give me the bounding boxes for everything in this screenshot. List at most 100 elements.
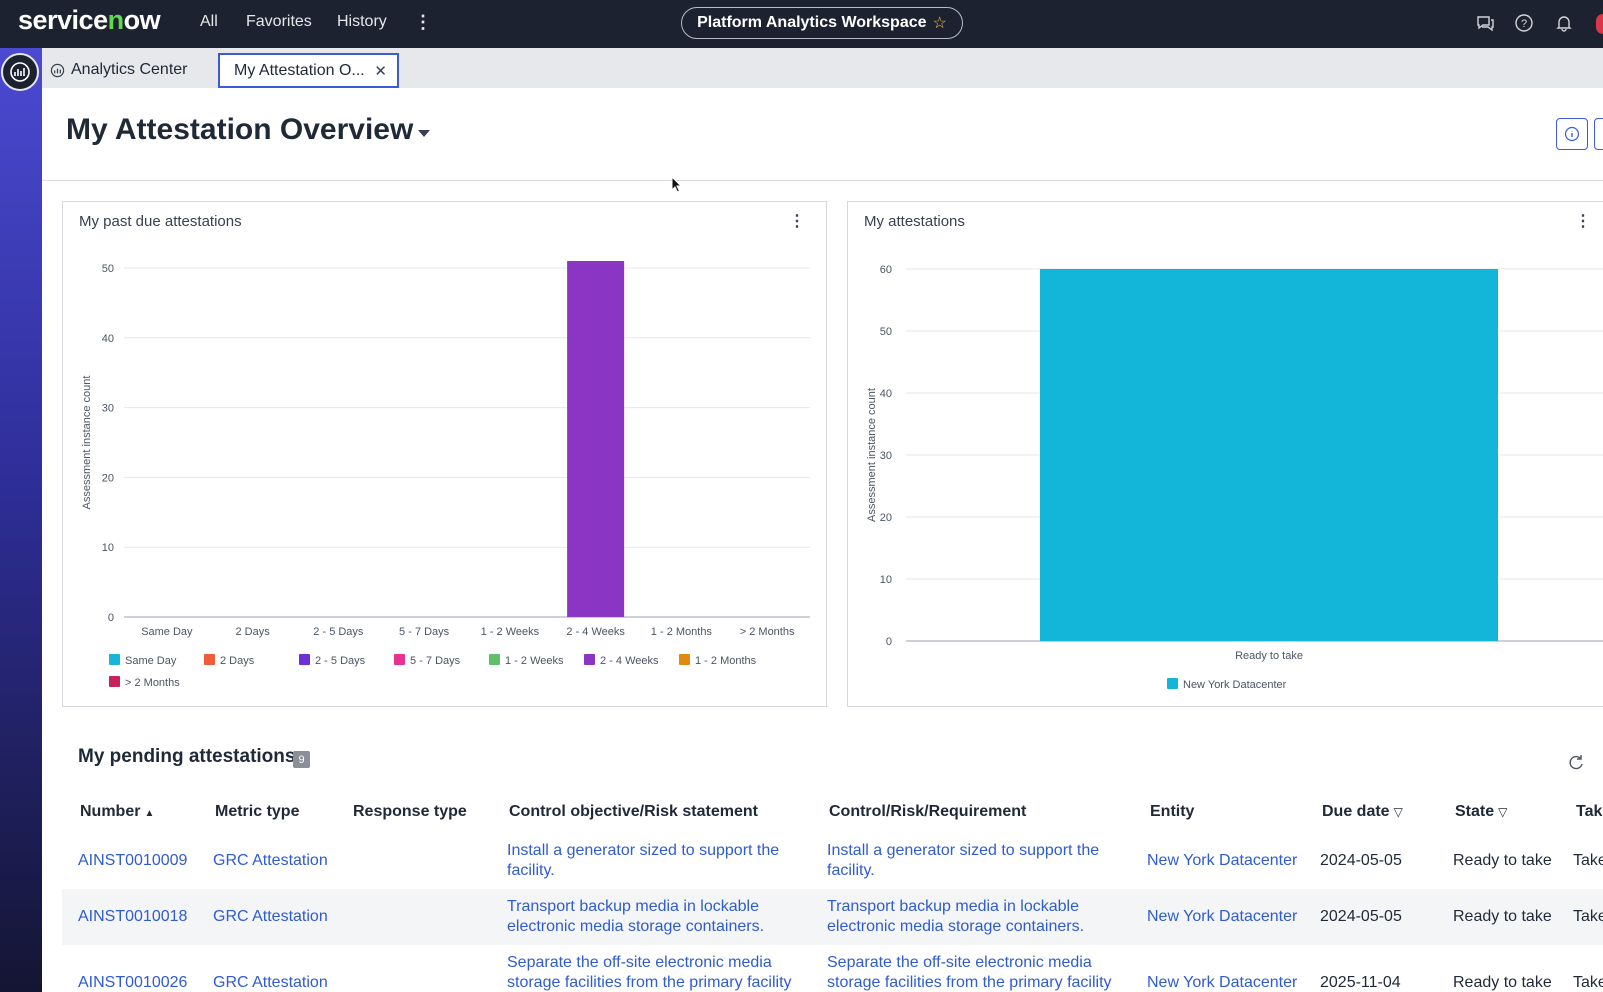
legend-swatch [489, 654, 500, 665]
entity-link[interactable]: New York Datacenter [1147, 852, 1298, 869]
servicenow-logo[interactable]: servicenow [18, 5, 161, 35]
legend-swatch [584, 654, 595, 665]
card-title: My past due attestations [79, 213, 242, 230]
x-tick-label: Same Day [141, 626, 193, 638]
control-link[interactable]: Separate the off-site electronic media s… [827, 954, 1112, 991]
star-icon[interactable]: ☆ [932, 15, 947, 32]
take-cell[interactable]: Take [1573, 852, 1603, 869]
y-tick-label: 50 [102, 263, 114, 275]
x-tick-label: 1 - 2 Weeks [481, 626, 540, 638]
x-tick-label: 1 - 2 Months [651, 626, 713, 638]
objective-link[interactable]: Transport backup media in lockable elect… [507, 898, 765, 935]
nav-all[interactable]: All [200, 13, 218, 30]
card-menu-icon[interactable]: ⋮ [789, 213, 805, 230]
entity-link[interactable]: New York Datacenter [1147, 974, 1298, 991]
info-button[interactable] [1556, 118, 1588, 150]
objective-link[interactable]: Separate the off-site electronic media s… [507, 954, 792, 991]
bell-icon[interactable] [1554, 13, 1574, 33]
metric-link[interactable]: GRC Attestation [213, 908, 328, 925]
y-tick-label: 20 [102, 472, 114, 484]
legend-label: 5 - 7 Days [410, 655, 461, 667]
bar [1040, 269, 1498, 641]
objective-link[interactable]: Install a generator sized to support the… [507, 842, 780, 879]
workspace-pill[interactable]: Platform Analytics Workspace ☆ [681, 7, 963, 39]
table-row: AINST0010026 GRC Attestation Separate th… [62, 945, 1603, 992]
column-header-state[interactable]: State ▽ [1455, 803, 1508, 820]
legend-swatch [109, 654, 120, 665]
x-tick-label: 5 - 7 Days [399, 626, 450, 638]
legend-swatch [299, 654, 310, 665]
analytics-app-icon[interactable] [1, 53, 39, 91]
column-header-entity[interactable]: Entity [1150, 803, 1195, 820]
y-tick-label: 40 [102, 333, 114, 345]
y-tick-label: 30 [880, 450, 892, 462]
column-header-control-risk[interactable]: Control/Risk/Requirement [829, 803, 1027, 820]
entity-link[interactable]: New York Datacenter [1147, 908, 1298, 925]
legend-swatch [679, 654, 690, 665]
refresh-icon[interactable] [1567, 753, 1585, 771]
y-tick-label: 30 [102, 403, 114, 415]
workspace-title: Platform Analytics Workspace [697, 14, 927, 31]
y-tick-label: 40 [880, 388, 892, 400]
y-tick-label: 50 [880, 326, 892, 338]
past-due-card [62, 201, 827, 707]
column-header-take[interactable]: Tak [1576, 803, 1603, 820]
x-tick-label: 2 - 4 Weeks [566, 626, 625, 638]
page-title: My Attestation Overview [66, 113, 414, 146]
more-menu-icon[interactable]: ⋮ [414, 12, 432, 32]
column-header-metric-type[interactable]: Metric type [215, 803, 300, 820]
help-icon[interactable]: ? [1514, 13, 1534, 33]
nav-history[interactable]: History [337, 13, 387, 30]
card-menu-icon[interactable]: ⋮ [1575, 213, 1591, 230]
column-header-number[interactable]: Number ▲ [80, 803, 155, 820]
y-tick-label: 0 [886, 636, 892, 648]
take-cell[interactable]: Take [1573, 908, 1603, 925]
chat-icon[interactable] [1475, 13, 1495, 33]
y-tick-label: 10 [102, 542, 114, 554]
tab-label: My Attestation O... [234, 61, 365, 79]
tab-analytics-center[interactable]: Analytics Center [50, 58, 188, 82]
metric-link[interactable]: GRC Attestation [213, 852, 328, 869]
y-axis-label: Assessment instance count [81, 376, 93, 510]
info-icon [1564, 126, 1580, 142]
more-actions-button[interactable] [1594, 118, 1603, 150]
column-header-response-type[interactable]: Response type [353, 803, 467, 820]
state-cell: Ready to take [1453, 908, 1552, 925]
state-cell: Ready to take [1453, 974, 1552, 991]
left-rail [0, 48, 42, 992]
table-row: AINST0010018 GRC Attestation Transport b… [62, 889, 1603, 945]
filter-icon: ▽ [1498, 805, 1508, 819]
control-link[interactable]: Transport backup media in lockable elect… [827, 898, 1085, 935]
column-header-control-objective[interactable]: Control objective/Risk statement [509, 803, 758, 820]
y-tick-label: 20 [880, 512, 892, 524]
nav-favorites[interactable]: Favorites [246, 13, 312, 30]
number-link[interactable]: AINST0010018 [78, 908, 188, 925]
legend-swatch [1167, 678, 1178, 689]
number-link[interactable]: AINST0010026 [78, 974, 188, 991]
y-axis-label: Assessment instance count [866, 388, 878, 522]
metric-link[interactable]: GRC Attestation [213, 974, 328, 991]
avatar[interactable] [1596, 14, 1603, 34]
close-icon[interactable]: ✕ [374, 63, 387, 80]
y-tick-label: 60 [880, 264, 892, 276]
divider [42, 180, 1603, 181]
x-tick-label: > 2 Months [740, 626, 795, 638]
gauge-icon [50, 63, 65, 77]
table-row: AINST0010009 GRC Attestation Install a g… [62, 833, 1603, 889]
chevron-down-icon[interactable] [418, 130, 430, 137]
pending-title: My pending attestations [78, 746, 296, 767]
column-header-due-date[interactable]: Due date ▽ [1322, 803, 1403, 820]
control-link[interactable]: Install a generator sized to support the… [827, 842, 1100, 879]
svg-text:?: ? [1521, 18, 1527, 30]
attestations-chart: 0 10 20 30 40 50 60 Assessment instance count Re… [866, 264, 1603, 691]
filter-icon: ▽ [1393, 805, 1403, 819]
legend-swatch [109, 676, 120, 687]
legend-label: 1 - 2 Months [695, 655, 757, 667]
due-date-cell: 2025-11-04 [1320, 974, 1401, 991]
due-date-cell: 2024-05-05 [1320, 852, 1402, 869]
take-cell[interactable]: Take [1573, 974, 1603, 991]
number-link[interactable]: AINST0010009 [78, 852, 188, 869]
legend-label: 1 - 2 Weeks [505, 655, 564, 667]
tab-my-attestation-overview[interactable]: My Attestation O... ✕ [218, 53, 399, 88]
count-badge: 9 [293, 751, 310, 768]
